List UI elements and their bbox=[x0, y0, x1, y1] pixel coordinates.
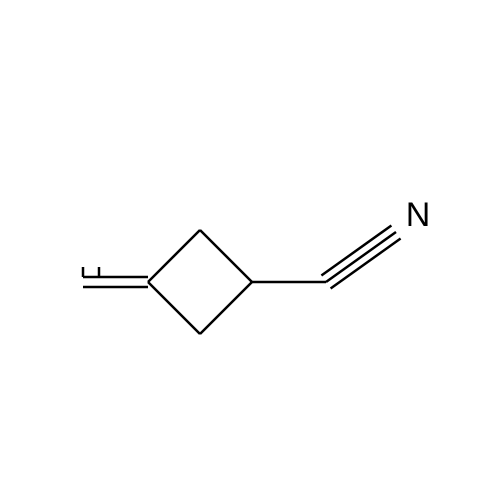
ring-bond bbox=[148, 230, 200, 282]
ring-bond bbox=[200, 230, 252, 282]
ring-bond bbox=[200, 282, 252, 334]
methylene-group bbox=[83, 267, 148, 287]
ring-bond bbox=[148, 282, 200, 334]
triple-bond-line bbox=[331, 239, 401, 289]
triple-bond-line bbox=[326, 232, 396, 282]
molecule-canvas: N bbox=[0, 0, 500, 500]
nitrogen-atom-label: N bbox=[406, 196, 431, 234]
nitrile-group bbox=[252, 226, 401, 289]
triple-bond-line bbox=[321, 226, 391, 276]
cyclobutane-ring bbox=[148, 230, 252, 334]
